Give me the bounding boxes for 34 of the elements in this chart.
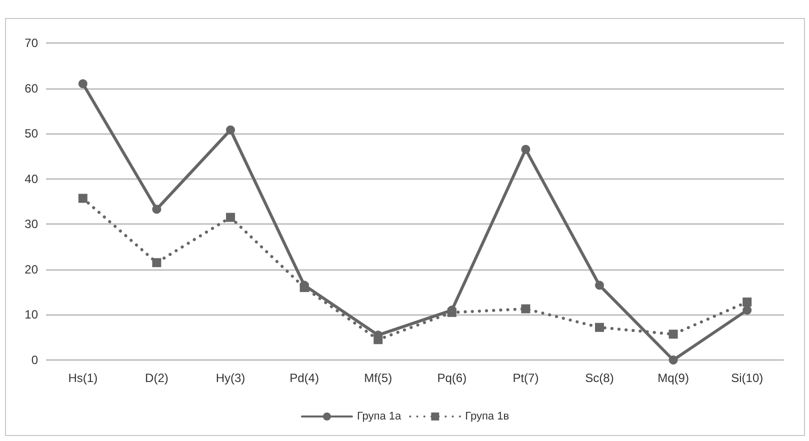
y-tick-label: 70	[24, 36, 38, 50]
point	[595, 322, 604, 332]
point	[742, 306, 752, 315]
point	[668, 356, 678, 364]
legend-label: Група 1в	[465, 410, 510, 422]
x-tick-label: Pq(6)	[437, 371, 467, 385]
x-tick-label: Mq(9)	[658, 371, 689, 385]
point	[78, 79, 88, 88]
point	[521, 304, 530, 314]
x-tick-label: Hs(1)	[68, 371, 98, 385]
point	[152, 258, 162, 268]
legend-label: Група 1а	[356, 410, 402, 422]
point	[742, 298, 752, 307]
y-tick-label: 30	[24, 217, 38, 232]
y-tick-label: 20	[24, 262, 38, 276]
x-tick-label: Sc(8)	[585, 371, 614, 385]
point	[521, 144, 530, 154]
x-tick-label: Pt(7)	[512, 371, 539, 385]
x-tick-label: Pd(4)	[290, 371, 319, 385]
point	[595, 280, 604, 290]
y-tick-label: 50	[24, 126, 38, 141]
point	[226, 212, 235, 222]
y-tick-label: 60	[24, 81, 38, 96]
point	[152, 204, 162, 214]
point	[78, 194, 88, 203]
x-tick-label: Si(10)	[731, 371, 764, 385]
x-tick-label: D(2)	[145, 371, 168, 385]
x-tick-label: Hy(3)	[216, 371, 246, 385]
point	[226, 125, 235, 134]
y-tick-label: 10	[24, 308, 38, 322]
x-tick-label: Mf(5)	[364, 371, 392, 385]
y-tick-label: 40	[24, 172, 38, 186]
point	[668, 330, 678, 339]
y-tick-label: 0	[31, 353, 38, 367]
